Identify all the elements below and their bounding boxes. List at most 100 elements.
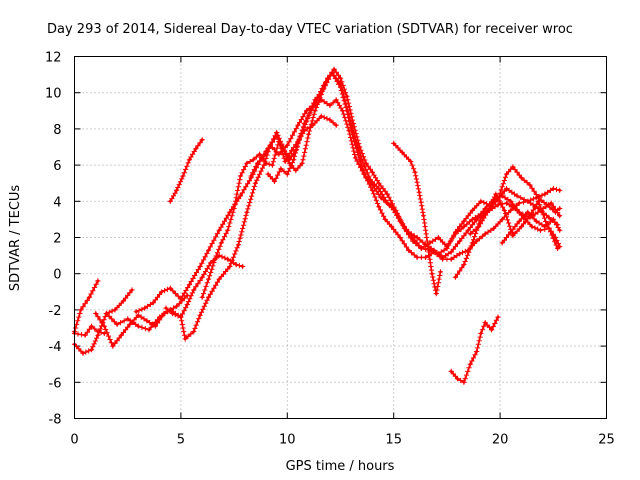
data-point xyxy=(332,67,336,71)
data-point xyxy=(551,218,555,221)
data-point xyxy=(424,256,427,259)
y-tick-label: -4 xyxy=(49,340,62,355)
data-point xyxy=(296,123,300,127)
data-point xyxy=(143,306,147,310)
data-point xyxy=(509,199,513,203)
data-point xyxy=(479,332,483,335)
data-point xyxy=(258,152,261,156)
data-point xyxy=(483,232,487,236)
data-point xyxy=(558,207,562,210)
series-s4 xyxy=(93,292,190,349)
data-point xyxy=(358,158,362,162)
data-point xyxy=(475,350,479,353)
data-point xyxy=(328,118,332,122)
data-point xyxy=(558,189,562,192)
data-point xyxy=(90,324,93,328)
data-point xyxy=(492,227,496,230)
data-point xyxy=(313,98,317,102)
data-point xyxy=(479,212,483,216)
series-s8 xyxy=(199,113,339,300)
data-point xyxy=(277,152,281,156)
data-point xyxy=(371,170,374,174)
data-point xyxy=(234,263,238,266)
series-markers xyxy=(448,314,501,385)
data-point xyxy=(500,241,504,245)
data-point xyxy=(483,321,487,324)
data-point xyxy=(415,256,419,259)
data-point xyxy=(271,163,274,167)
data-point xyxy=(102,324,106,328)
data-point xyxy=(192,288,196,292)
series-s15 xyxy=(467,191,563,250)
series-line xyxy=(105,99,561,340)
y-tick-label: 10 xyxy=(45,87,62,102)
data-point xyxy=(454,275,457,279)
data-point xyxy=(113,308,117,312)
data-point xyxy=(96,279,100,283)
data-point xyxy=(188,283,191,286)
data-point xyxy=(520,176,523,180)
data-point xyxy=(390,225,393,229)
data-point xyxy=(136,324,140,328)
data-point xyxy=(377,187,381,191)
x-tick-labels: 0 5 10 15 20 25 xyxy=(70,433,614,448)
data-point xyxy=(290,149,293,153)
data-point xyxy=(394,209,398,212)
series-s16 xyxy=(499,209,563,246)
data-point xyxy=(273,180,276,183)
data-point xyxy=(217,228,221,232)
data-point xyxy=(537,199,540,203)
x-tick-label: 5 xyxy=(177,433,185,448)
data-point xyxy=(160,290,164,294)
y-tick-label: 12 xyxy=(45,51,62,66)
data-point xyxy=(471,209,474,212)
data-point xyxy=(219,241,223,245)
data-point xyxy=(490,328,493,332)
data-point xyxy=(228,265,232,268)
data-point xyxy=(213,257,217,261)
data-point xyxy=(122,299,125,303)
x-axis-label: GPS time / hours xyxy=(286,459,395,474)
data-point xyxy=(105,312,108,315)
data-point xyxy=(168,286,172,290)
data-point xyxy=(151,301,155,305)
x-tick-label: 15 xyxy=(385,433,402,448)
data-point xyxy=(307,132,310,136)
data-point xyxy=(181,174,185,178)
data-point xyxy=(264,161,268,165)
data-point xyxy=(226,257,230,261)
data-point xyxy=(517,219,521,223)
data-point xyxy=(471,241,474,245)
chart-title: Day 293 of 2014, Sidereal Day-to-day VTE… xyxy=(47,22,573,37)
data-point xyxy=(364,176,368,180)
y-tick-label: -6 xyxy=(49,376,62,391)
data-point xyxy=(377,205,381,209)
data-point xyxy=(313,109,317,113)
series-s9 xyxy=(167,137,205,204)
data-point xyxy=(281,145,285,149)
series-markers xyxy=(103,97,563,342)
data-point xyxy=(462,380,466,384)
data-point xyxy=(520,225,523,229)
data-point xyxy=(426,243,430,247)
data-point xyxy=(441,257,444,261)
data-point xyxy=(462,225,466,229)
data-point xyxy=(558,228,562,232)
data-point xyxy=(136,313,140,317)
data-point xyxy=(485,210,489,214)
data-point xyxy=(428,241,432,245)
data-point xyxy=(175,304,179,308)
data-point xyxy=(334,98,338,102)
data-point xyxy=(111,344,115,348)
series-line xyxy=(169,139,203,203)
data-point xyxy=(217,277,221,281)
data-point xyxy=(477,225,481,229)
data-point xyxy=(415,236,419,239)
data-point xyxy=(413,170,417,174)
data-point xyxy=(364,161,368,165)
data-point xyxy=(283,160,287,163)
data-point xyxy=(285,172,289,176)
data-point xyxy=(432,250,436,254)
data-point xyxy=(398,236,402,239)
data-point xyxy=(298,134,302,138)
